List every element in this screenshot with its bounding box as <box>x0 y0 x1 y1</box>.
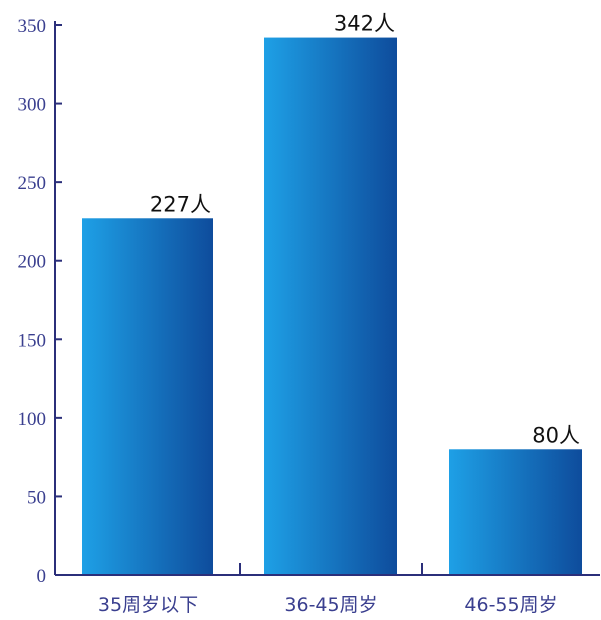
y-tick-label: 200 <box>18 252 47 273</box>
x-tick-label: 36-45周岁 <box>284 594 377 616</box>
x-axis-ticks: 35周岁以下 36-45周岁 46-55周岁 <box>98 563 558 616</box>
bars-group <box>82 37 582 576</box>
bar <box>449 449 582 575</box>
data-label: 227人 <box>150 192 211 216</box>
y-tick-label: 150 <box>18 330 47 351</box>
x-tick-label: 46-55周岁 <box>464 594 557 616</box>
y-tick-label: 100 <box>18 409 47 430</box>
y-tick-label: 0 <box>37 566 47 587</box>
x-tick-label: 35周岁以下 <box>98 594 198 616</box>
data-labels-group: 227人 342人 80人 <box>150 12 580 448</box>
data-label: 80人 <box>532 423 580 447</box>
y-tick-label: 50 <box>27 487 46 508</box>
y-tick-label: 250 <box>18 173 47 194</box>
bar <box>264 37 397 576</box>
y-tick-label: 350 <box>18 16 47 37</box>
y-axis-ticks: 0 50 100 150 200 250 300 350 <box>18 16 62 587</box>
y-tick-label: 300 <box>18 95 47 116</box>
bar <box>82 218 213 576</box>
data-label: 342人 <box>334 12 395 36</box>
